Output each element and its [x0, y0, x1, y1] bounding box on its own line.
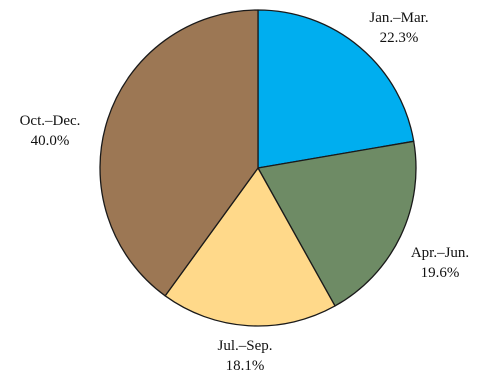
- slice-percent-3: 18.1%: [226, 358, 265, 374]
- pie-slice-4: [99, 9, 259, 297]
- pie-labels: Jan.–Mar. 22.3% Apr.–Jun. 19.6% Jul.–Sep. 18.…: [20, 10, 470, 374]
- pie-slice-2: [257, 140, 417, 307]
- slice-label-4: Oct.–Dec.: [20, 113, 81, 129]
- pie-slices: [99, 9, 417, 327]
- slice-label-1: Jan.–Mar.: [369, 10, 428, 26]
- slice-label-2: Apr.–Jun.: [411, 245, 469, 261]
- slice-percent-2: 19.6%: [421, 265, 460, 281]
- slice-percent-4: 40.0%: [31, 133, 70, 149]
- slice-label-3: Jul.–Sep.: [217, 338, 272, 354]
- pie-slice-1: [257, 9, 415, 169]
- pie-slice-3: [164, 167, 336, 327]
- slice-percent-1: 22.3%: [380, 30, 419, 46]
